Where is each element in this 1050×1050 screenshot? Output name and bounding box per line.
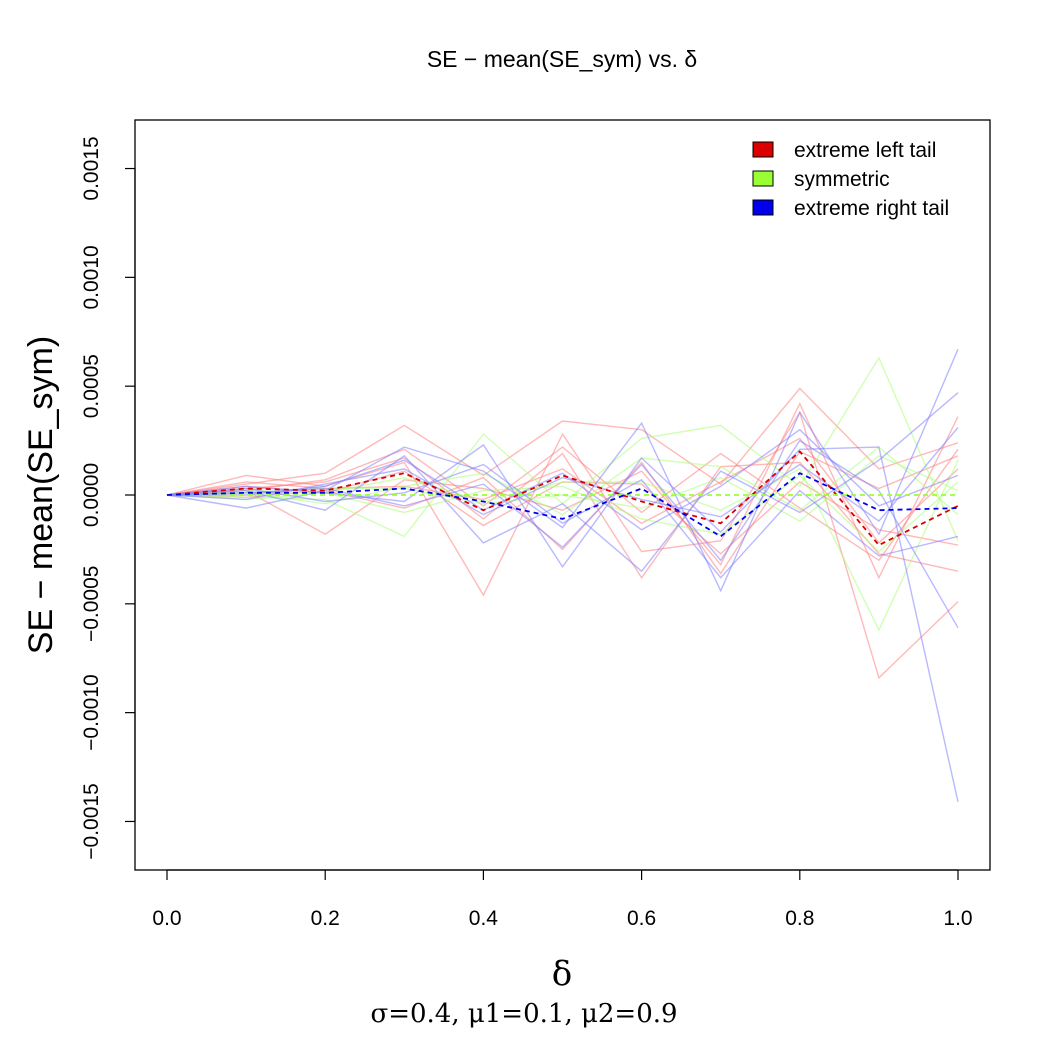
series-line-left-run [166,437,959,544]
legend-swatch [752,199,774,216]
x-tick-label: 0.6 [627,907,656,930]
series-line-right-run [166,348,959,593]
series-layer [166,348,959,803]
y-tick-label: 0.0000 [80,463,103,527]
x-tick-label: 0.4 [469,907,499,930]
x-axis: 0.0 0.2 0.4 0.6 0.8 1.0 [152,869,973,930]
chart-title: SE − mean(SE_sym) vs. δ [427,46,697,72]
x-tick-label: 0.0 [152,907,181,930]
series-line-symmetric-run [166,459,959,632]
legend-label: extreme left tail [794,139,936,162]
x-axis-label: δ [552,954,572,994]
series-line-left-run [166,410,959,680]
y-tick-label: −0.0005 [80,566,103,643]
legend-label: symmetric [794,168,890,191]
series-line-right-run [167,428,959,531]
y-tick-label: −0.0015 [80,783,103,860]
legend-swatch [752,170,774,187]
x-tick-label: 1.0 [943,907,972,930]
y-axis-label: SE − mean(SE_sym) [22,336,60,654]
y-tick-label: 0.0015 [80,136,103,200]
series-line-left-run [166,387,959,496]
y-tick-label: 0.0010 [80,245,103,309]
series-line-symmetric-run [166,446,959,516]
legend-swatch [752,141,774,158]
x-tick-label: 0.2 [311,907,340,930]
chart-subtitle: σ=0.4, μ1=0.1, μ2=0.9 [370,999,677,1029]
y-tick-label: −0.0010 [80,674,103,751]
series-line-left-run [166,450,959,575]
y-tick-label: 0.0005 [80,354,103,418]
series-line-left-run [166,401,959,580]
series-line-symmetric-run [166,474,959,553]
series-line-right-run [166,463,959,579]
legend: extreme left tail symmetric extreme right … [752,139,949,220]
series-line-right-mean [166,472,959,538]
x-tick-label: 0.8 [785,907,814,930]
y-axis: −0.0015 −0.0010 −0.0005 0.0000 0.0005 0.0010 0… [80,136,136,860]
series-line-right-run [166,439,959,629]
series-line-left-run [166,446,959,562]
legend-label: extreme right tail [794,197,949,220]
